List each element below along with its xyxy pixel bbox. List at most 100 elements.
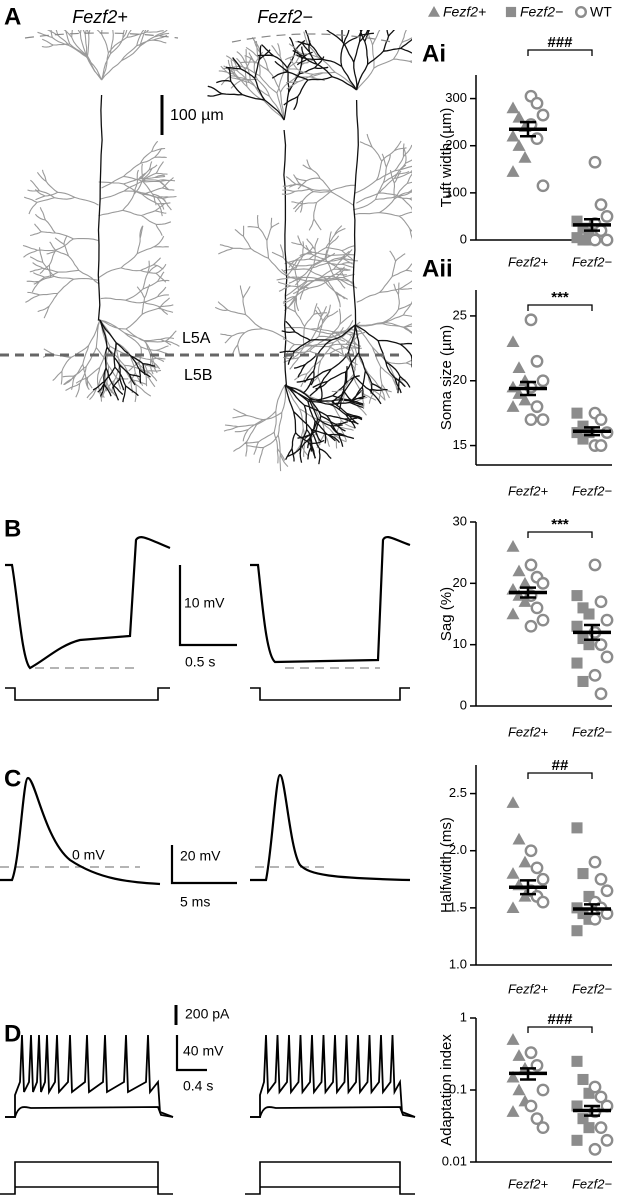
- marker-circle: [530, 96, 544, 110]
- y-tick-label: 0.01: [442, 1153, 467, 1168]
- marker-circle: [536, 1121, 550, 1135]
- dendrites: [92, 94, 156, 403]
- marker-circle: [588, 855, 602, 869]
- marker-square: [571, 407, 583, 419]
- y-tick-label: 30: [453, 513, 467, 528]
- marker-circle: [524, 844, 538, 858]
- marker-square: [577, 633, 589, 645]
- marker-triangle: [506, 1070, 520, 1083]
- significance: ###: [547, 34, 573, 51]
- marker-circle: [524, 558, 538, 572]
- pia-line: [24, 32, 179, 39]
- marker-circle: [530, 132, 544, 146]
- marker-triangle: [512, 1083, 526, 1096]
- marker-square: [571, 1100, 583, 1112]
- x-tick-label: Fezf2+: [508, 483, 549, 498]
- y-tick-label: 1.5: [449, 899, 467, 914]
- y-axis-label: Soma size (µm): [438, 325, 455, 430]
- marker-circle: [600, 650, 614, 664]
- voltage-trace: [250, 1034, 416, 1118]
- voltage-trace: [5, 536, 171, 670]
- zero-label: 0 mV: [72, 847, 105, 863]
- neuron-reconstructions: [22, 30, 412, 472]
- y-tick-label: 15: [453, 437, 467, 452]
- y-tick-label: 20: [453, 575, 467, 590]
- marker-circle: [524, 1046, 538, 1060]
- dendrites: [22, 30, 180, 403]
- marker-circle: [588, 1142, 602, 1156]
- marker-triangle: [506, 129, 520, 142]
- marker-square: [577, 868, 589, 880]
- marker-circle: [594, 198, 608, 212]
- x-tick-label: Fezf2+: [508, 254, 549, 269]
- marker-square: [571, 620, 583, 632]
- scale-label: 200 pA: [185, 1006, 230, 1022]
- marker-circle: [536, 576, 550, 590]
- significance: ***: [551, 289, 569, 306]
- scale-bar: [178, 565, 237, 647]
- significance: ###: [547, 1011, 573, 1028]
- marker-triangle: [506, 867, 520, 879]
- marker-triangle: [518, 855, 532, 868]
- marker-circle: [536, 613, 550, 627]
- marker-square: [583, 639, 595, 651]
- marker-square: [577, 1113, 589, 1125]
- marker-triangle: [518, 889, 532, 902]
- marker-triangle: [506, 335, 520, 348]
- genotype-label: Fezf2−: [257, 7, 313, 27]
- y-axis-label: Sag (%): [438, 587, 455, 641]
- marker-square: [583, 227, 595, 239]
- firing-traces: [0, 1034, 416, 1195]
- genotype-label: Fezf2+: [72, 7, 128, 27]
- marker-triangle: [506, 796, 520, 808]
- significance-bracket: [527, 1026, 593, 1033]
- error-bar: [520, 120, 536, 138]
- dendrites: [271, 30, 412, 410]
- marker-triangle: [506, 1033, 520, 1045]
- marker-square: [577, 234, 589, 246]
- panel-label: D: [4, 1020, 21, 1047]
- voltage-trace: [250, 536, 411, 664]
- marker-square: [571, 925, 583, 937]
- y-tick-label: 25: [453, 307, 467, 322]
- y-tick-label: 300: [445, 90, 467, 105]
- marker-triangle: [518, 151, 532, 163]
- x-tick-label: Fezf2+: [508, 724, 549, 739]
- panel-label: A: [4, 3, 21, 30]
- y-tick-label: 20: [453, 372, 467, 387]
- marker-square: [577, 222, 589, 234]
- error-bar: [520, 380, 536, 397]
- significance: ##: [552, 757, 569, 774]
- current-step: [0, 1161, 173, 1195]
- marker-circle: [536, 179, 550, 193]
- marker-square: [571, 232, 583, 244]
- error-bar: [584, 623, 600, 642]
- legend-label: Fezf2+: [443, 4, 486, 20]
- x-tick-label: Fezf2−: [572, 981, 613, 996]
- layer-label: L5A: [182, 330, 211, 347]
- marker-triangle: [506, 400, 520, 412]
- x-tick-label: Fezf2−: [572, 483, 613, 498]
- marker-circle: [588, 155, 602, 169]
- y-tick-label: 1.0: [449, 956, 467, 971]
- marker-triangle: [512, 139, 526, 151]
- error-bar: [584, 903, 600, 915]
- marker-circle: [594, 638, 608, 652]
- marker-square: [577, 420, 589, 432]
- marker-triangle: [506, 540, 520, 552]
- marker-square: [571, 590, 583, 602]
- scale-label: 40 mV: [183, 1043, 224, 1059]
- marker-square: [583, 890, 595, 902]
- marker-circle: [536, 374, 550, 388]
- panel-label: C: [4, 765, 21, 792]
- error-bar: [584, 426, 600, 437]
- marker-triangle: [506, 1105, 520, 1117]
- marker-circle: [588, 233, 602, 247]
- marker-circle: [536, 895, 550, 909]
- marker-circle: [575, 5, 588, 19]
- x-tick-label: Fezf2−: [572, 724, 613, 739]
- marker-triangle: [518, 595, 532, 607]
- y-tick-label: 0: [460, 697, 467, 712]
- marker-circle: [588, 1080, 602, 1094]
- marker-triangle: [518, 576, 532, 589]
